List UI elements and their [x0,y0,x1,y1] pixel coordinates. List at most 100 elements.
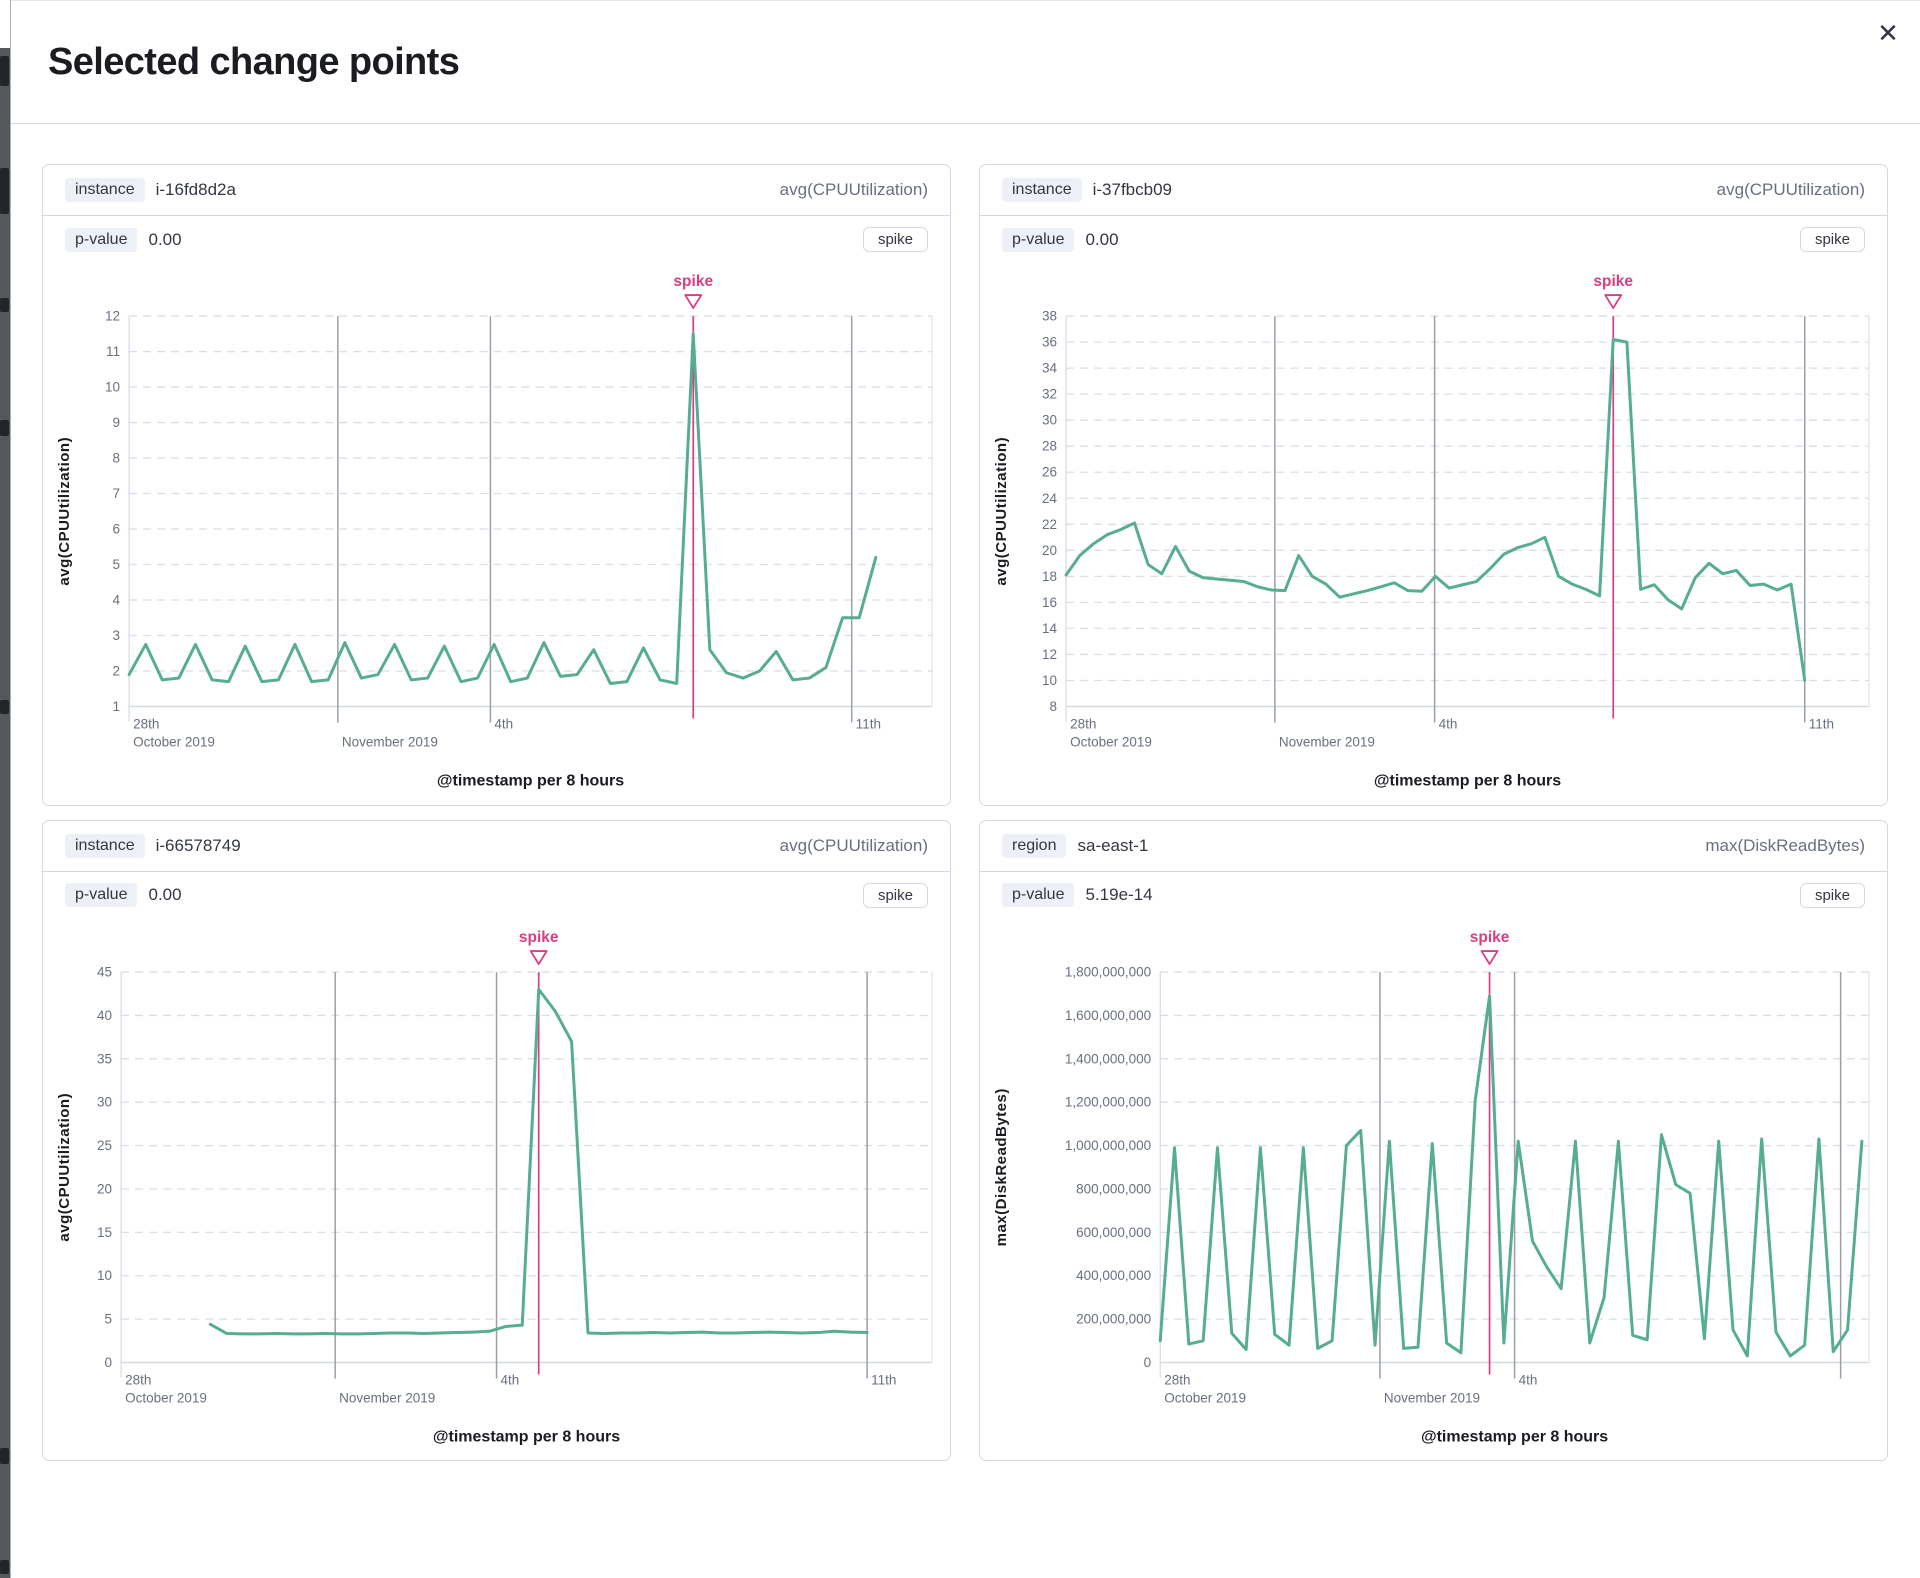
spike-annotation: spike [1593,273,1633,719]
change-point-card: region sa-east-1 max(DiskReadBytes) p-va… [979,819,1888,1462]
change-point-card: instance i-16fd8d2a avg(CPUUtilization) … [42,164,951,806]
series-line [1064,337,1807,682]
y-tick-label: 9 [113,415,121,430]
y-tick-label: 22 [1042,517,1057,532]
x-tick-label: November 2019 [342,735,438,750]
x-axis-title: @timestamp per 8 hours [1374,773,1561,790]
y-axis: 0 200,000,000 400,000,000 600,000,000 800,00… [1065,964,1869,1370]
x-tick-label: 28th [133,717,159,732]
y-tick-label: 8 [113,451,121,466]
y-tick-label: 600,000,000 [1076,1224,1151,1239]
change-point-chart: 0 200,000,000 400,000,000 600,000,000 800,00… [993,929,1870,1445]
series-line [127,332,878,685]
y-tick-label: 1,600,000,000 [1065,1008,1151,1023]
spike-marker-icon [529,949,548,965]
x-axis-title: @timestamp per 8 hours [433,1428,620,1445]
change-point-chart: 8 10 12 14 16 18 20 22 24 26 28 30 32 34 36 38 28th Octob… [993,273,1870,790]
metric-label: max(DiskReadBytes) [1705,835,1865,855]
field-value: sa-east-1 [1077,835,1149,855]
y-tick-label: 16 [1042,595,1057,610]
y-axis-title: avg(CPUUtilization) [56,1093,73,1242]
card-header: instance i-66578749 avg(CPUUtilization) [43,821,950,872]
y-tick-label: 34 [1042,361,1058,376]
chart-container: 0 5 10 15 20 25 30 35 40 45 28th October 2019 Novemb… [43,912,950,1461]
y-tick-label: 6 [113,522,121,537]
card-header: instance i-37fbcb09 avg(CPUUtilization) [980,165,1887,216]
field-value: i-66578749 [155,835,241,855]
x-tick-label: 28th [125,1372,151,1387]
x-tick-label: 28th [1164,1372,1190,1387]
metric-label: avg(CPUUtilization) [1716,180,1865,199]
chart-container: 0 200,000,000 400,000,000 600,000,000 800,00… [980,912,1887,1461]
x-tick-label: 4th [1519,1372,1538,1387]
spike-annotation-label: spike [1593,273,1633,290]
change-type-chip: spike [862,227,928,252]
change-points-modal: Selected change points ✕ instance i-16fd… [11,0,1920,1578]
background-page-dark-strip [0,48,10,1578]
y-axis-title: avg(CPUUtilization) [56,437,73,586]
y-tick-label: 20 [97,1181,112,1196]
x-axis-title: @timestamp per 8 hours [1421,1428,1608,1445]
change-point-card: instance i-37fbcb09 avg(CPUUtilization) … [979,164,1888,806]
card-subheader: p-value 5.19e-14 spike [980,872,1887,912]
y-tick-label: 1,200,000,000 [1065,1094,1151,1109]
y-tick-label: 25 [97,1138,112,1153]
background-cropped-icon [0,1448,9,1464]
metric-label: avg(CPUUtilization) [779,180,928,199]
y-tick-label: 18 [1042,569,1057,584]
field-badge: instance [65,178,145,202]
x-tick-label: 4th [501,1372,520,1387]
y-tick-label: 200,000,000 [1076,1311,1151,1326]
page-title: Selected change points [48,40,460,83]
chart-container: 8 10 12 14 16 18 20 22 24 26 28 30 32 34 36 38 28th Octob… [980,256,1887,805]
x-axis-title: @timestamp per 8 hours [437,773,624,790]
change-point-cards-grid: instance i-16fd8d2a avg(CPUUtilization) … [42,164,1888,1462]
p-value-badge: p-value [65,883,138,908]
spike-annotation: spike [673,273,713,719]
y-axis-title: avg(CPUUtilization) [993,437,1010,586]
p-value-badge: p-value [65,227,138,252]
p-value: 0.00 [148,885,182,905]
x-tick-label: November 2019 [1279,735,1375,750]
p-value: 5.19e-14 [1085,885,1153,905]
spike-marker-icon [1604,294,1623,309]
background-cropped-icon [0,56,9,86]
series-line [208,987,869,1335]
y-tick-label: 12 [105,309,120,324]
y-tick-label: 3 [113,628,121,643]
p-value-badge: p-value [1002,227,1075,252]
spike-annotation: spike [1470,929,1510,1375]
y-tick-label: 8 [1050,699,1058,714]
y-tick-label: 11 [106,344,120,359]
x-axis: 28th October 2019 November 2019 4th 11th [125,1372,896,1405]
x-tick-label: November 2019 [339,1390,435,1405]
y-tick-label: 14 [1042,621,1058,636]
chart-container: 1 2 3 4 5 6 7 8 9 10 11 12 28th October 2019 November … [43,256,950,805]
field-badge: instance [1002,178,1082,202]
field-badge: instance [65,833,145,858]
spike-annotation-label: spike [1470,929,1510,946]
metric-label: avg(CPUUtilization) [779,835,928,855]
y-axis-title: max(DiskReadBytes) [993,1088,1010,1246]
change-point-chart: 0 5 10 15 20 25 30 35 40 45 28th October 2019 Novemb… [56,929,933,1445]
close-icon[interactable]: ✕ [1868,13,1908,53]
spike-annotation-label: spike [519,929,559,946]
x-axis: 28th October 2019 November 2019 4th 11th [1070,717,1834,750]
y-tick-label: 10 [105,380,120,395]
p-value: 0.00 [148,229,182,249]
y-tick-label: 24 [1042,491,1058,506]
x-tick-label: 11th [856,717,881,732]
y-tick-label: 4 [113,593,121,608]
y-tick-label: 32 [1042,387,1057,402]
background-page-edge [0,0,11,1578]
spike-annotation: spike [519,929,559,1375]
change-type-chip: spike [1799,882,1865,908]
x-tick-label: 4th [1439,717,1458,732]
series-line [1158,993,1864,1358]
card-subheader: p-value 0.00 spike [43,216,950,256]
background-cropped-icon [0,700,9,714]
spike-marker-icon [1480,949,1499,965]
x-axis: 28th October 2019 November 2019 4th 11th [133,717,881,750]
spike-annotation-label: spike [673,273,713,290]
